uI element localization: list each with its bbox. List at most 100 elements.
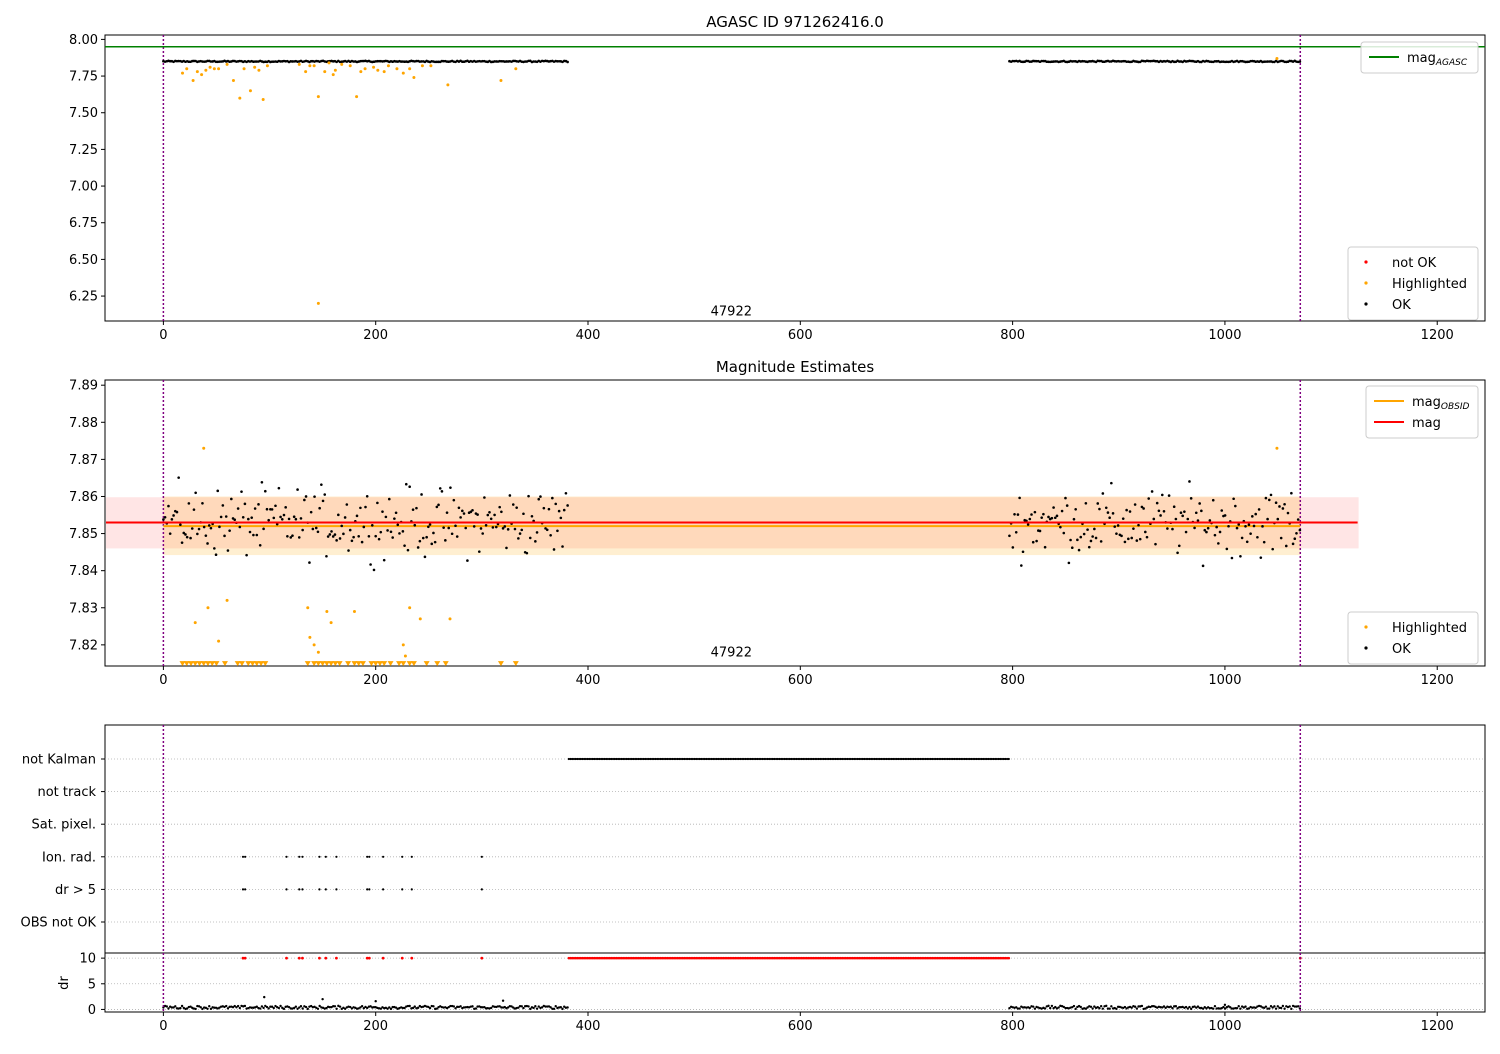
p3-flag-point bbox=[727, 757, 730, 761]
p3-dr-point bbox=[517, 1006, 520, 1009]
p2-ok-point bbox=[1155, 501, 1159, 505]
p3-xtick-label: 1200 bbox=[1421, 1019, 1454, 1034]
p3-flag-point bbox=[907, 757, 910, 761]
p3-flag-point bbox=[810, 757, 813, 761]
p2-ok-point bbox=[1160, 493, 1164, 497]
p2-ok-point bbox=[221, 504, 225, 507]
p2-ok-point bbox=[1040, 516, 1044, 519]
p2-ok-point bbox=[1020, 564, 1023, 567]
p2-ok-point bbox=[445, 511, 449, 514]
p2-ok-point bbox=[391, 536, 394, 539]
p2-ok-point bbox=[301, 528, 304, 532]
p3-flag-point bbox=[700, 757, 703, 761]
p2-ok-point bbox=[517, 537, 520, 540]
p2-ok-point bbox=[214, 553, 218, 557]
p3-dr-point bbox=[1178, 1006, 1181, 1009]
p2-below-range-marker bbox=[213, 661, 220, 667]
p3-flag-point bbox=[834, 757, 837, 761]
p2-ok-point bbox=[1262, 540, 1266, 544]
p2-ok-point bbox=[163, 515, 167, 519]
p3-flag-point bbox=[844, 757, 847, 761]
p3-flag-point bbox=[978, 757, 982, 761]
p2-ok-point bbox=[472, 525, 476, 528]
p2-ok-point bbox=[338, 537, 342, 540]
p1-ytick-label: 7.50 bbox=[69, 106, 98, 121]
p2-ok-point bbox=[423, 555, 427, 559]
p2-ok-point bbox=[1096, 502, 1100, 505]
p3-flag-point bbox=[885, 757, 888, 761]
p1-lines-legend-box bbox=[1360, 41, 1479, 74]
p3-flag-point bbox=[366, 855, 369, 858]
p2-ok-point bbox=[1127, 537, 1130, 541]
p3-flag-point bbox=[939, 757, 942, 761]
p2-ok-point bbox=[1296, 518, 1300, 521]
p3-flag-point bbox=[368, 888, 371, 891]
p3-dr-point bbox=[1021, 1006, 1025, 1009]
p2-ok-point bbox=[170, 518, 174, 521]
p3-dr-point bbox=[189, 1005, 192, 1008]
p3-dr-point bbox=[413, 1005, 416, 1008]
p3-flag-point bbox=[244, 855, 247, 858]
p1-highlighted-point bbox=[261, 98, 265, 102]
p2-ok-point bbox=[1035, 539, 1038, 543]
p2-below-range-marker bbox=[315, 661, 322, 667]
p3-flag-point bbox=[972, 757, 975, 761]
p3-dr-point bbox=[459, 1005, 462, 1008]
p2-below-range-marker bbox=[196, 661, 203, 667]
p1-highlighted-point bbox=[248, 89, 252, 93]
p3-dr-point bbox=[332, 1004, 335, 1008]
p2-ok-point bbox=[1082, 532, 1086, 536]
p2-ok-point bbox=[1284, 544, 1288, 548]
p3-flag-point bbox=[654, 757, 657, 761]
p3-flag-point bbox=[583, 757, 586, 761]
p2-ok-point bbox=[297, 536, 301, 539]
p2-ok-point bbox=[1254, 512, 1258, 516]
p2-ok-point bbox=[291, 534, 294, 537]
p2-ok-point bbox=[1266, 517, 1269, 521]
p3-flag-point bbox=[786, 757, 790, 761]
p3-dr-point bbox=[432, 1005, 435, 1008]
p2-ok-point bbox=[255, 533, 259, 537]
p2-ok-point bbox=[1070, 546, 1074, 549]
p2-ok-point bbox=[476, 513, 479, 516]
p1-highlighted-point bbox=[238, 96, 242, 100]
p2-ok-point bbox=[367, 534, 371, 538]
p3-dr-point bbox=[1235, 1006, 1239, 1010]
p2-ok-point bbox=[551, 496, 554, 500]
p3-flag-point bbox=[744, 757, 747, 761]
p2-ok-point bbox=[1008, 534, 1011, 538]
p2-ok-point bbox=[1176, 551, 1179, 555]
p2-ok-point bbox=[442, 526, 445, 529]
p2-ok-point bbox=[384, 515, 388, 519]
p3-dr-point bbox=[481, 1006, 484, 1009]
p2-ok-point bbox=[240, 490, 243, 493]
p3-flag-point bbox=[581, 757, 584, 761]
p2-ok-point bbox=[1093, 527, 1096, 531]
p2-ok-point bbox=[539, 495, 542, 498]
p3-dr-point bbox=[401, 1006, 405, 1010]
p3-flag-point bbox=[584, 757, 587, 761]
p3-flag-point bbox=[946, 757, 949, 761]
p2-ok-point bbox=[1065, 504, 1069, 507]
p3-dr-point bbox=[1271, 1006, 1274, 1009]
p2-ok-point bbox=[267, 518, 270, 522]
p3-flag-point bbox=[836, 757, 839, 761]
p3-dr-point bbox=[551, 1007, 554, 1010]
p1-highlighted-point bbox=[225, 62, 229, 66]
p2-below-range-marker bbox=[238, 661, 245, 667]
p2-ok-point bbox=[230, 497, 233, 501]
p3-dr-point bbox=[1062, 1005, 1065, 1009]
p3-flag-point bbox=[285, 855, 288, 858]
p3-flag-point bbox=[707, 757, 710, 761]
p3-dr-point bbox=[279, 1004, 282, 1008]
p2-ok-point bbox=[236, 507, 240, 510]
p3-flag-point bbox=[764, 757, 768, 761]
p2-ok-point bbox=[1276, 517, 1280, 521]
p3-flag-point bbox=[579, 757, 582, 761]
p3-flag-point bbox=[366, 888, 369, 891]
p2-ok-point bbox=[275, 522, 279, 526]
p2-ok-point bbox=[1154, 542, 1157, 546]
p3-flag-point bbox=[949, 757, 953, 761]
p2-highlighted-point bbox=[316, 650, 320, 654]
